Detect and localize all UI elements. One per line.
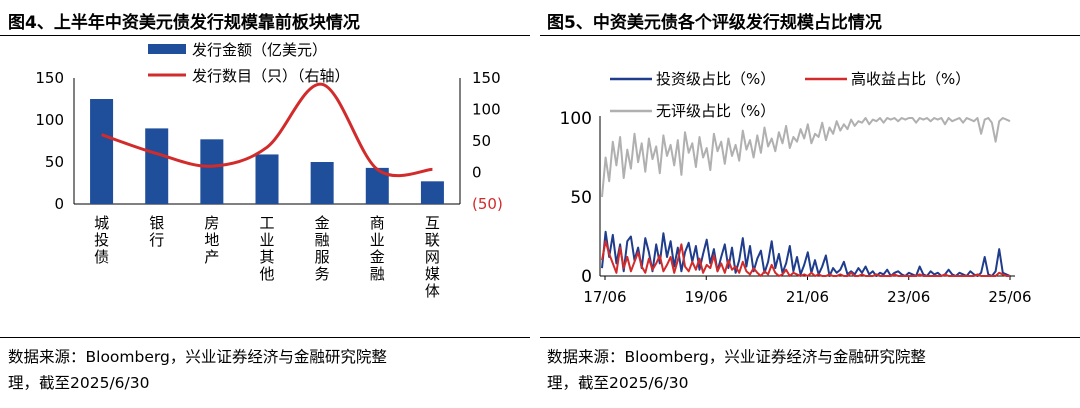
- category-label: 银行: [149, 214, 164, 249]
- left-y-tick-label: 100: [35, 111, 64, 129]
- right-source-line2: 理，截至2025/6/30: [547, 374, 689, 392]
- bar: [420, 181, 444, 204]
- legend-label: 无评级占比（%）: [656, 102, 775, 120]
- right-chart: 投资级占比（%） 高收益占比（%） 无评级占比（%） 0 50 100 17/06 19/0…: [560, 70, 1032, 306]
- right-source-rule: [540, 337, 1080, 338]
- left-y-tick-label: 0: [54, 195, 64, 213]
- category-label: 互联网媒体: [425, 214, 440, 300]
- left-chart-title: 图4、上半年中资美元债发行规模靠前板块情况: [8, 13, 360, 33]
- left-y-tick-label: 50: [45, 153, 64, 171]
- bar: [145, 128, 169, 204]
- left-source-line1: 数据来源：Bloomberg，兴业证券经济与金融研究院整: [8, 348, 387, 366]
- legend-label: 高收益占比（%）: [851, 70, 970, 88]
- right-y-tick-label: (50): [472, 195, 503, 213]
- bar: [200, 139, 224, 204]
- bar: [310, 162, 334, 204]
- x-tick-label: 17/06: [583, 288, 626, 306]
- y-tick-label: 100: [560, 109, 592, 129]
- right-y-tick-label: 150: [472, 69, 501, 87]
- right-source: 数据来源：Bloomberg，兴业证券经济与金融研究院整 理，截至2025/6/…: [547, 344, 1062, 396]
- left-source-line2: 理，截至2025/6/30: [8, 374, 150, 392]
- left-source: 数据来源：Bloomberg，兴业证券经济与金融研究院整 理，截至2025/6/…: [8, 344, 523, 396]
- legend-bar-label: 发行金额（亿美元）: [192, 41, 327, 59]
- legend-bar-swatch: [148, 44, 186, 54]
- category-label: 城投债: [94, 214, 109, 266]
- right-y-tick-label: 50: [472, 132, 491, 150]
- bar: [365, 167, 389, 204]
- series-line-gray: [601, 117, 1011, 198]
- legend-line-label: 发行数目（只）（右轴）: [192, 67, 350, 85]
- category-label: 金融服务: [315, 214, 330, 283]
- category-label: 工业其他: [259, 214, 274, 283]
- right-title-rule: [540, 35, 1080, 36]
- series-line-red: [601, 240, 1010, 277]
- bar: [255, 154, 279, 204]
- category-label: 房地产: [204, 214, 219, 266]
- left-chart: 发行金额（亿美元） 发行数目（只）（右轴） 0 50 100 150 150 100 50 0…: [35, 41, 503, 300]
- y-tick-label: 50: [570, 188, 592, 208]
- left-y-tick-label: 150: [35, 69, 64, 87]
- x-tick-label: 23/06: [887, 288, 930, 306]
- x-tick-label: 21/06: [786, 288, 829, 306]
- y-tick-label: 0: [581, 267, 592, 287]
- right-y-tick-label: 0: [472, 164, 482, 182]
- left-source-rule: [0, 337, 530, 338]
- category-label: 商业金融: [370, 214, 385, 283]
- count-line: [101, 82, 433, 178]
- x-tick-label: 19/06: [685, 288, 728, 306]
- legend-label: 投资级占比（%）: [656, 70, 775, 88]
- right-chart-title: 图5、中资美元债各个评级发行规模占比情况: [547, 13, 882, 33]
- x-tick-label: 25/06: [988, 288, 1031, 306]
- right-y-tick-label: 100: [472, 101, 501, 119]
- right-source-line1: 数据来源：Bloomberg，兴业证券经济与金融研究院整: [547, 348, 926, 366]
- left-title-rule: [0, 35, 530, 36]
- bar: [90, 99, 114, 204]
